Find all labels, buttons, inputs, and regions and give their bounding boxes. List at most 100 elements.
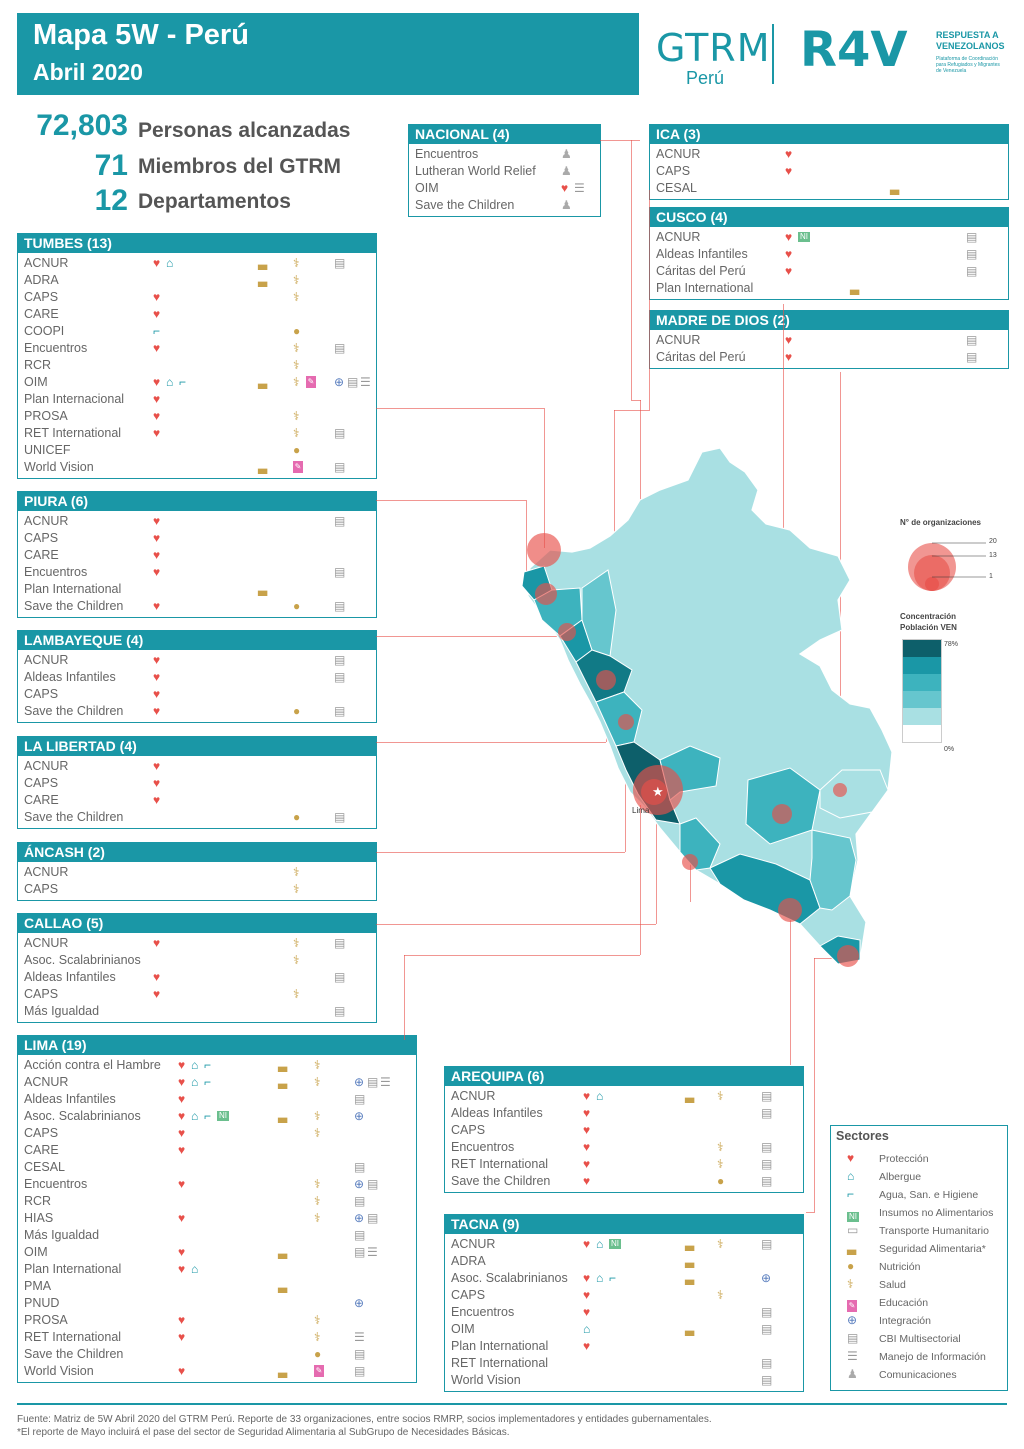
org-name: PROSA — [24, 409, 68, 423]
sal-icon: ⚕ — [314, 1194, 321, 1208]
org-name: CAPS — [656, 164, 691, 178]
cbi-icon: ▤ — [334, 670, 346, 684]
org-row: COOPI ⌐ ● — [18, 323, 376, 340]
region-header: ÁNCASH (2) — [18, 843, 376, 862]
org-row: Encuentros ♟ — [409, 146, 600, 163]
prot-icon: ♥ — [153, 531, 161, 545]
agua-icon: ⌐ — [204, 1109, 212, 1123]
org-row: CARE ♥ — [18, 1142, 416, 1159]
legend-color-scale — [902, 639, 942, 743]
org-name: RET International — [24, 426, 122, 440]
org-name: Plan International — [451, 1339, 549, 1353]
prot-icon: ♥ — [178, 1092, 186, 1106]
org-row: RET International ♥ ⚕ ☰ — [18, 1329, 416, 1346]
org-row: OIM ♥ ☰ — [409, 180, 600, 197]
region-box: AREQUIPA (6) ACNUR ♥ ⌂ ▃ ⚕ ▤ Aldeas Infantiles ♥… — [444, 1066, 804, 1193]
cbi-icon: ▤ — [354, 1245, 366, 1259]
org-row: Save the Children ♥ ● ▤ — [445, 1173, 803, 1190]
sal-icon: ⚕ — [717, 1157, 724, 1171]
com-icon: ♟ — [561, 147, 572, 161]
bubble-piura — [535, 583, 557, 605]
sal-icon: ⚕ — [314, 1177, 321, 1191]
org-name: ACNUR — [656, 333, 701, 347]
org-name: CAPS — [451, 1123, 486, 1137]
sector-label: Manejo de Información — [879, 1351, 986, 1363]
cbi-icon: ▤ — [966, 264, 978, 278]
cbi-icon: ▤ — [847, 1331, 859, 1345]
alb-icon: ⌂ — [191, 1109, 199, 1123]
kpi-label: Departamentos — [138, 190, 291, 213]
prot-icon: ♥ — [153, 290, 161, 304]
bubble-tumbes — [527, 533, 561, 567]
org-name: Save the Children — [24, 704, 124, 718]
org-name: Aldeas Infantiles — [24, 1092, 116, 1106]
prot-icon: ♥ — [178, 1262, 186, 1276]
prot-icon: ♥ — [153, 341, 161, 355]
org-name: CARE — [24, 1143, 59, 1157]
nut-icon: ● — [293, 443, 301, 457]
prot-icon: ♥ — [153, 936, 161, 950]
org-row: Asoc. Scalabrinianos ♥ ⌂ ⌐ ▃ ⊕ — [445, 1270, 803, 1287]
prot-icon: ♥ — [153, 987, 161, 1001]
prot-icon: ♥ — [178, 1126, 186, 1140]
org-name: Acción contra el Hambre — [24, 1058, 161, 1072]
org-name: CAPS — [24, 776, 59, 790]
bubble-ancash — [618, 714, 634, 730]
org-row: Aldeas Infantiles ♥ ▤ — [445, 1105, 803, 1122]
footer-note: *El reporte de Mayo incluirá el pase del… — [17, 1427, 510, 1438]
org-name: RCR — [24, 358, 52, 372]
cbi-icon: ▤ — [966, 247, 978, 261]
prot-icon: ♥ — [153, 375, 161, 389]
prot-icon: ♥ — [153, 307, 161, 321]
sal-icon: ⚕ — [314, 1330, 321, 1344]
legend-conc-title: Concentración — [900, 612, 957, 621]
ina-icon: NI — [798, 232, 810, 242]
sector-label: Integración — [879, 1315, 931, 1327]
seg-icon: ▃ — [258, 460, 268, 474]
region-header: NACIONAL (4) — [409, 125, 600, 144]
org-row: ADRA ▃ — [445, 1253, 803, 1270]
org-row: RET International ♥ ⚕ ▤ — [445, 1156, 803, 1173]
org-row: ACNUR ♥ ⌂ NI ▃ ⚕ ▤ — [445, 1236, 803, 1253]
org-row: World Vision ▤ — [445, 1372, 803, 1389]
seg-icon: ▃ — [258, 375, 268, 389]
r4v-logo: R4V — [800, 22, 908, 78]
org-name: ACNUR — [24, 865, 69, 879]
seg-icon: ▃ — [685, 1237, 695, 1251]
page-title: Mapa 5W - Perú — [33, 19, 249, 51]
cbi-icon: ▤ — [334, 1004, 346, 1018]
int-icon: ⊕ — [354, 1109, 365, 1123]
seg-icon: ▃ — [685, 1322, 695, 1336]
org-row: CAPS ♥ ⚕ — [445, 1287, 803, 1304]
seg-icon: ▃ — [278, 1279, 288, 1293]
region-box: MADRE DE DIOS (2) ACNUR ♥ ▤ Cáritas del Perú… — [649, 310, 1009, 369]
prot-icon: ♥ — [583, 1288, 591, 1302]
gtrm-logo: GTRM — [656, 26, 771, 70]
sector-label: Salud — [879, 1279, 906, 1291]
sector-label: Insumos no Alimentarios — [879, 1207, 994, 1219]
agua-icon: ⌐ — [204, 1075, 212, 1089]
cbi-icon: ▤ — [334, 704, 346, 718]
org-row: CARE ♥ — [18, 306, 376, 323]
org-row: Acción contra el Hambre ♥ ⌂ ⌐ ▃ ⚕ — [18, 1057, 416, 1074]
agua-icon: ⌐ — [179, 375, 187, 389]
org-row: PROSA ♥ ⚕ — [18, 1312, 416, 1329]
org-row: Asoc. Scalabrinianos ⚕ — [18, 952, 376, 969]
org-row: PROSA ♥ ⚕ — [18, 408, 376, 425]
org-name: Plan Internacional — [24, 392, 125, 406]
org-name: Save the Children — [24, 810, 124, 824]
prot-icon: ♥ — [583, 1123, 591, 1137]
alb-icon: ⌂ — [596, 1089, 604, 1103]
org-name: CARE — [24, 793, 59, 807]
org-name: RET International — [451, 1157, 549, 1171]
cbi-icon: ▤ — [354, 1194, 366, 1208]
region-header: MADRE DE DIOS (2) — [650, 311, 1008, 330]
org-name: CARE — [24, 307, 59, 321]
org-name: Encuentros — [451, 1305, 515, 1319]
com-icon: ♟ — [561, 164, 572, 178]
prot-icon: ♥ — [178, 1245, 186, 1259]
org-row: OIM ♥ ▃ ▤ ☰ — [18, 1244, 416, 1261]
org-row: Save the Children ♥ ● ▤ — [18, 703, 376, 720]
prot-icon: ♥ — [178, 1109, 186, 1123]
org-row: Encuentros ♥ ▤ — [445, 1304, 803, 1321]
